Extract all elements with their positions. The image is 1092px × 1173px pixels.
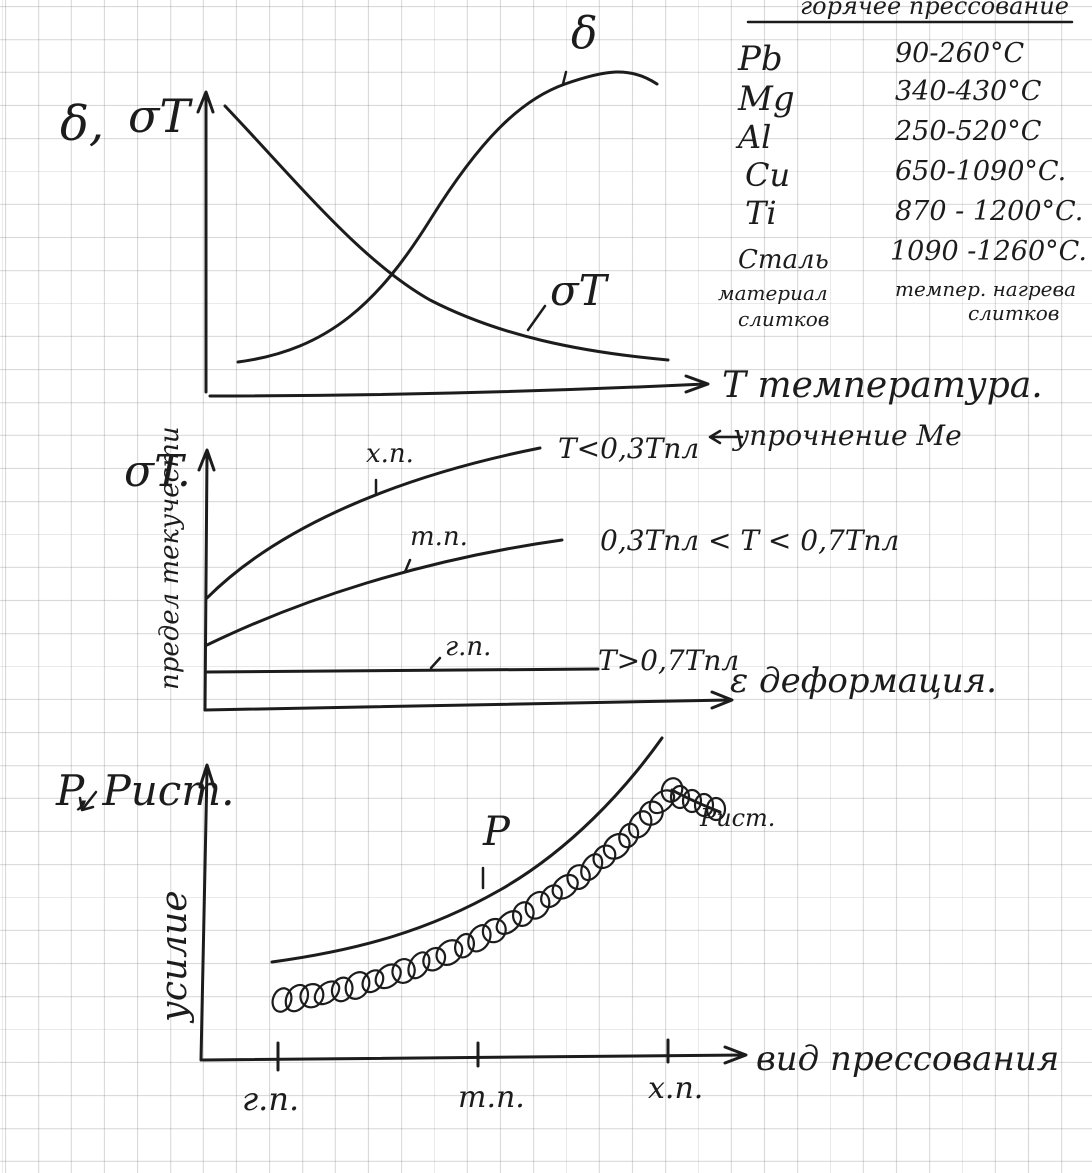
bot-y-axis-arrow [198, 763, 216, 789]
mid-y-axis-arrow [197, 448, 216, 472]
hot-pressing-leader [429, 656, 442, 670]
mid-y-axis [203, 453, 209, 712]
sigma-t-curve-leader [526, 304, 547, 332]
p-ist-loop [481, 917, 507, 944]
sigma-t-curve-label: σT [550, 266, 610, 315]
x-tick-label-warm: т.п. [458, 1080, 525, 1115]
table-material-6: Сталь [738, 245, 829, 275]
warm-pressing-condition: 0,3Tпл < T < 0,7Tпл [600, 524, 899, 557]
p-ist-loop [524, 890, 551, 920]
top-x-label: T температура. [722, 365, 1043, 406]
top-y-axis-arrow [196, 90, 215, 114]
top-x-axis-arrow [684, 374, 710, 394]
mid-x-axis-arrow [710, 690, 734, 710]
hot-pressing-label: г.п. [445, 632, 491, 662]
table-range-4: 650-1090°C. [895, 156, 1066, 187]
p-ist-loop [271, 987, 293, 1013]
bot-y-axis-text: усилие [154, 890, 195, 1024]
p-ist-loop [313, 980, 341, 1006]
hot-pressing-curve [205, 667, 600, 674]
table-footer-left-1: материал [718, 281, 828, 305]
cold-pressing-condition: T<0,3Tпл [558, 432, 699, 465]
top-chart: δ σT δ, σT T температура. [60, 8, 1043, 406]
p-ist-loop [627, 810, 653, 839]
p-ist-loop [592, 844, 617, 870]
hot-pressing-condition: T>0,7Tпл [598, 644, 739, 677]
p-ist-loop [361, 969, 385, 994]
table-header: горячее прессование [800, 0, 1069, 20]
delta-curve-label: δ [571, 8, 598, 59]
table-footer-left-2: слитков [738, 307, 829, 331]
mid-y-label: σT. [124, 446, 191, 497]
p-ist-loop [374, 963, 402, 990]
table-footer-right-2: слитков [968, 301, 1059, 325]
sigma-t-curve [223, 104, 670, 362]
p-ist-loop [540, 884, 563, 909]
table-range-2: 340-430°C [895, 76, 1042, 107]
top-y-label-sigma: σT [128, 89, 193, 143]
bot-y-axis [199, 768, 209, 1062]
p-ist-loop [602, 832, 631, 860]
table-material-2: Mg [737, 79, 795, 119]
p-ist-loop [422, 946, 447, 972]
table-range-3: 250-520°C [894, 116, 1042, 147]
x-tick-label-cold: х.п. [648, 1071, 703, 1106]
p-ist-loop [467, 924, 492, 953]
delta-curve [236, 70, 659, 364]
mid-y-axis-text: предел текучести [155, 426, 185, 690]
top-y-label-delta: δ, [60, 96, 104, 152]
bot-y-label-arrow [78, 790, 98, 812]
middle-chart: х.п. T<0,3Tпл упрочнение Me т.п. 0,3Tпл … [124, 419, 997, 712]
strengthening-arrow [708, 429, 744, 445]
cold-pressing-label: х.п. [366, 439, 414, 469]
strengthening-annotation: упрочнение Me [731, 419, 962, 452]
mid-x-axis [203, 698, 732, 712]
cold-pressing-curve [205, 446, 542, 600]
p-ist-loop [638, 800, 664, 826]
bottom-chart: г.п. т.п. х.п. P Pист. P, Pист. усилие в… [55, 736, 1059, 1118]
p-ist-curve-label: Pист. [699, 804, 775, 832]
p-ist-loop [453, 932, 476, 959]
p-ist-loop [407, 951, 431, 980]
table-range-6: 1090 -1260°C. [890, 236, 1087, 267]
warm-pressing-curve [205, 538, 564, 647]
p-ist-curve [271, 777, 727, 1013]
table-range-5: 870 - 1200°C. [895, 196, 1083, 227]
p-ist-loop [705, 796, 727, 822]
p-ist-loop [669, 784, 691, 810]
table-range-1: 90-260°C [895, 38, 1025, 69]
p-ist-loop [284, 983, 310, 1013]
warm-pressing-label: т.п. [410, 522, 468, 552]
table-footer-right-1: темпер. нагрева [895, 277, 1076, 301]
x-tick-label-hot: г.п. [242, 1080, 299, 1118]
p-ist-loop [681, 788, 703, 814]
p-ist-loop [693, 792, 715, 818]
temperature-table: горячее прессование Pb 90-260°C Mg 340-4… [718, 0, 1087, 331]
p-curve-label: P [482, 809, 511, 855]
p-curve [270, 736, 664, 964]
p-ist-loop [580, 853, 604, 882]
p-ist-loop [551, 873, 579, 900]
table-material-5: Ti [745, 194, 777, 232]
top-x-axis [208, 382, 707, 398]
table-material-4: Cu [745, 156, 790, 194]
p-ist-loop [330, 976, 354, 1003]
warm-pressing-leader [403, 558, 412, 574]
mid-x-label: ε деформация. [730, 661, 997, 701]
delta-curve-leader [561, 70, 568, 86]
table-material-3: Al [735, 118, 771, 156]
p-ist-loop [495, 910, 523, 935]
p-ist-loop [566, 864, 591, 891]
table-material-1: Pb [737, 39, 783, 79]
p-ist-loop [391, 958, 416, 984]
p-ist-loop [435, 939, 464, 967]
p-ist-loop [511, 901, 535, 927]
bot-x-axis-arrow [723, 1045, 748, 1065]
bot-x-axis [201, 1053, 747, 1062]
bot-x-label: вид прессования [756, 1039, 1059, 1079]
p-ist-tail [670, 788, 722, 814]
